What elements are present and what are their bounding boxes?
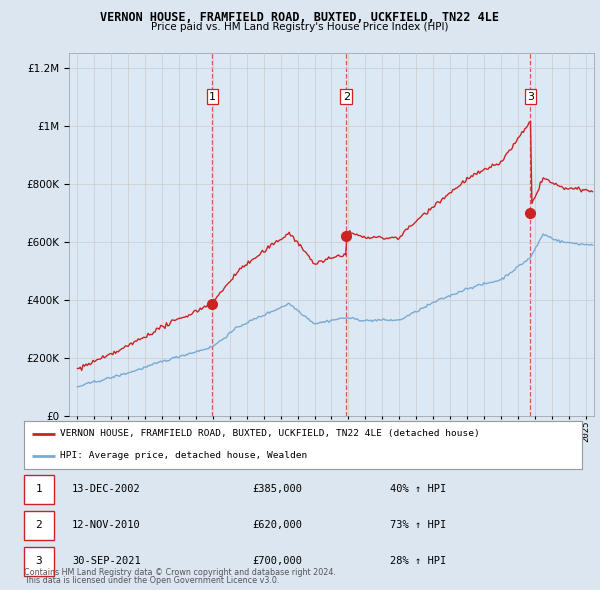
Text: 3: 3 <box>35 556 43 566</box>
Text: 13-DEC-2002: 13-DEC-2002 <box>72 484 141 494</box>
Text: Price paid vs. HM Land Registry's House Price Index (HPI): Price paid vs. HM Land Registry's House … <box>151 22 449 32</box>
Text: HPI: Average price, detached house, Wealden: HPI: Average price, detached house, Weal… <box>60 451 308 460</box>
Text: 3: 3 <box>527 91 534 101</box>
Text: Contains HM Land Registry data © Crown copyright and database right 2024.: Contains HM Land Registry data © Crown c… <box>24 568 336 577</box>
Text: 2: 2 <box>35 520 43 530</box>
Text: VERNON HOUSE, FRAMFIELD ROAD, BUXTED, UCKFIELD, TN22 4LE (detached house): VERNON HOUSE, FRAMFIELD ROAD, BUXTED, UC… <box>60 430 480 438</box>
Text: 2: 2 <box>343 91 350 101</box>
Text: 28% ↑ HPI: 28% ↑ HPI <box>390 556 446 566</box>
Text: 12-NOV-2010: 12-NOV-2010 <box>72 520 141 530</box>
Text: £385,000: £385,000 <box>252 484 302 494</box>
Text: £700,000: £700,000 <box>252 556 302 566</box>
Text: 40% ↑ HPI: 40% ↑ HPI <box>390 484 446 494</box>
Text: This data is licensed under the Open Government Licence v3.0.: This data is licensed under the Open Gov… <box>24 576 280 585</box>
Text: VERNON HOUSE, FRAMFIELD ROAD, BUXTED, UCKFIELD, TN22 4LE: VERNON HOUSE, FRAMFIELD ROAD, BUXTED, UC… <box>101 11 499 24</box>
Text: 1: 1 <box>209 91 216 101</box>
Text: 73% ↑ HPI: 73% ↑ HPI <box>390 520 446 530</box>
Text: 30-SEP-2021: 30-SEP-2021 <box>72 556 141 566</box>
Text: £620,000: £620,000 <box>252 520 302 530</box>
Text: 1: 1 <box>35 484 43 494</box>
